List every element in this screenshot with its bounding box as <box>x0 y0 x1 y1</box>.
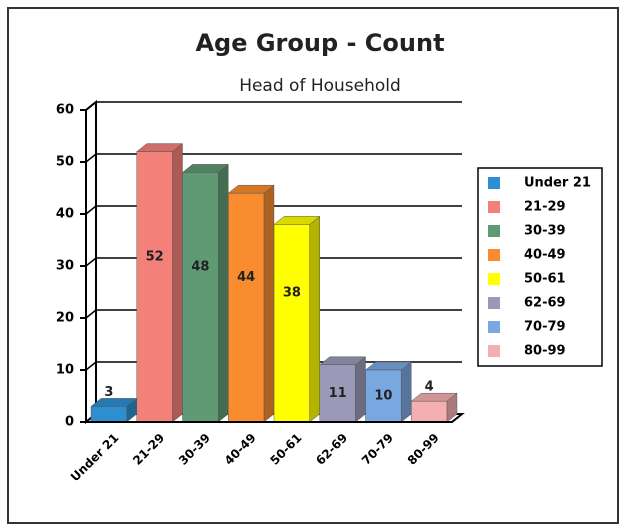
legend-label: 62-69 <box>524 296 566 311</box>
legend-label: 30-39 <box>524 224 566 239</box>
bar-side <box>217 163 229 423</box>
legend-box <box>477 167 603 367</box>
data-label: 10 <box>374 389 392 404</box>
grid-line <box>85 257 462 267</box>
y-tick-label: 50 <box>56 155 74 170</box>
legend-swatch <box>488 321 500 333</box>
bar-front <box>411 400 448 423</box>
bar-front <box>319 364 356 423</box>
grid-line <box>85 153 462 163</box>
bar <box>410 392 458 423</box>
bar-front <box>182 172 219 423</box>
legend-swatch <box>488 201 500 213</box>
legend-swatch <box>488 249 500 261</box>
legend-swatch <box>488 345 500 357</box>
bar-side <box>400 361 412 423</box>
chart-subtitle: Head of Household <box>239 76 401 96</box>
bar <box>90 397 138 423</box>
legend-swatch <box>488 177 500 189</box>
bar <box>364 361 412 423</box>
legend-label: 21-29 <box>524 200 566 215</box>
legend-swatch <box>488 225 500 237</box>
bar-front <box>228 192 265 423</box>
bar-side <box>172 143 183 423</box>
data-label: 38 <box>283 286 301 301</box>
data-label: 3 <box>104 385 113 400</box>
legend-label: 40-49 <box>524 248 566 263</box>
legend-label: Under 21 <box>524 176 591 191</box>
legend-label: 80-99 <box>524 344 566 359</box>
y-tick-label: 0 <box>65 415 74 430</box>
chart-title: Age Group - Count <box>195 29 444 57</box>
bar-front <box>365 369 402 423</box>
data-label: 44 <box>237 270 255 285</box>
data-label: 52 <box>146 249 164 264</box>
bar <box>227 184 275 423</box>
data-label: 11 <box>329 386 347 401</box>
legend-label: 70-79 <box>524 320 566 335</box>
bar <box>136 143 184 423</box>
bar-front <box>136 151 173 423</box>
y-tick-label: 30 <box>56 259 74 274</box>
grid-line <box>85 101 462 111</box>
legend-swatch <box>488 297 500 309</box>
bar-front <box>90 406 127 423</box>
bar-side <box>263 184 275 423</box>
bar-side <box>355 356 366 423</box>
y-tick-label: 10 <box>56 363 74 378</box>
grid-line <box>85 309 462 319</box>
bar <box>273 215 321 423</box>
legend-swatch <box>488 273 500 285</box>
legend-label: 50-61 <box>524 272 566 287</box>
bar <box>181 163 229 423</box>
y-tick-label: 40 <box>56 207 74 222</box>
bar <box>319 356 367 423</box>
data-label: 4 <box>425 380 434 395</box>
y-tick-label: 20 <box>56 311 74 326</box>
data-label: 48 <box>191 260 209 275</box>
bar-front <box>273 224 310 423</box>
y-tick-label: 60 <box>56 103 74 118</box>
grid-line <box>85 205 462 215</box>
bar-side <box>309 215 320 423</box>
